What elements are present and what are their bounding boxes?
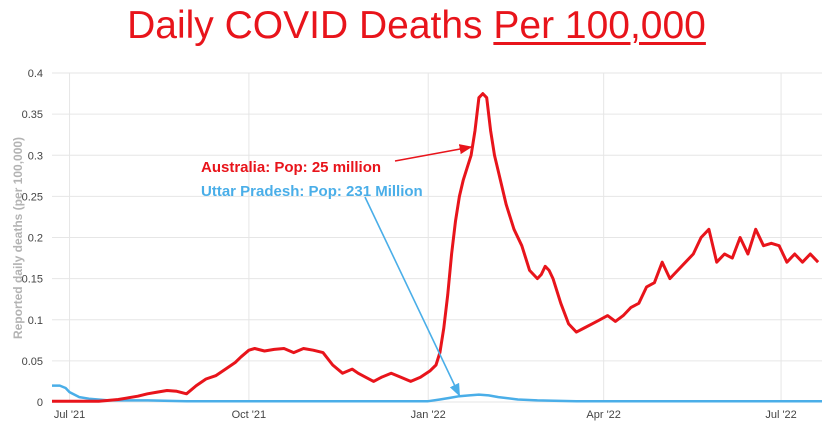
gridlines: [52, 72, 822, 403]
annotation-arrow-uttar-pradesh: [364, 196, 461, 397]
y-tick-label: 0.25: [22, 191, 43, 203]
y-tick-label: 0.4: [28, 68, 43, 80]
y-axis-label: Reported daily deaths (per 100,000): [11, 137, 25, 339]
x-tick-label: Jan '22: [411, 409, 446, 421]
chart-title: Daily COVID Deaths Per 100,000: [0, 2, 833, 50]
x-axis-ticks: Jul '21 Oct '21 Jan '22 Apr '22 Jul '22: [54, 409, 797, 421]
y-tick-label: 0: [37, 397, 43, 409]
x-tick-label: Apr '22: [586, 409, 621, 421]
annotation-uttar-pradesh: Uttar Pradesh: Pop: 231 Million: [201, 183, 423, 200]
x-tick-label: Jul '22: [765, 409, 796, 421]
annotation-arrow-australia: [394, 144, 473, 162]
series-line-uttar-pradesh: [52, 384, 822, 403]
y-tick-label: 0.2: [28, 233, 43, 245]
title-main: Daily COVID Deaths: [127, 4, 483, 47]
annotation-australia: Australia: Pop: 25 million: [201, 159, 381, 176]
y-tick-label: 0.15: [22, 274, 43, 286]
x-tick-label: Oct '21: [232, 409, 267, 421]
title-underlined: Per 100,000: [493, 4, 706, 47]
y-tick-label: 0.1: [28, 315, 43, 327]
y-tick-label: 0.35: [22, 109, 43, 121]
x-tick-label: Jul '21: [54, 409, 85, 421]
series-line-australia: [52, 92, 820, 403]
y-tick-label: 0.05: [22, 356, 43, 368]
y-tick-label: 0.3: [28, 150, 43, 162]
y-axis-ticks: 0 0.05 0.1 0.15 0.2 0.25 0.3 0.35 0.4: [22, 68, 43, 409]
